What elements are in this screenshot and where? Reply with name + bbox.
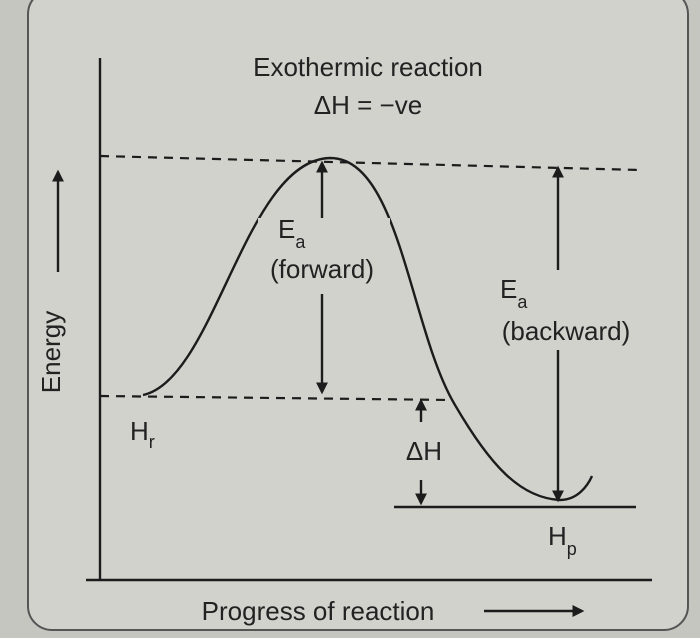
subtitle: ΔH = −ve <box>314 90 422 120</box>
symbol: H <box>130 416 149 446</box>
delta-h-label: ΔH <box>406 436 442 466</box>
subscript: a <box>517 292 528 312</box>
subscript: p <box>567 539 577 559</box>
title: Exothermic reaction <box>253 52 483 82</box>
label-backdrop <box>488 270 644 350</box>
y-axis-label: Energy <box>36 311 66 393</box>
frame <box>27 0 689 631</box>
ea-backward-note: (backward) <box>502 316 631 346</box>
reactant-level <box>99 394 453 402</box>
ea-forward-symbol: Ea <box>278 214 306 252</box>
peak-level <box>99 154 641 172</box>
symbol: H <box>548 521 567 551</box>
symbol: E <box>500 274 517 304</box>
label-backdrop <box>258 218 390 294</box>
x-axis-label: Progress of reaction <box>202 596 435 626</box>
h-reactant: Hr <box>130 416 155 452</box>
subscript: r <box>149 432 155 452</box>
h-product: Hp <box>548 521 577 559</box>
symbol: E <box>278 214 295 244</box>
ea-forward-note: (forward) <box>270 254 374 284</box>
subscript: a <box>295 232 306 252</box>
ea-backward-symbol: Ea <box>500 274 528 312</box>
